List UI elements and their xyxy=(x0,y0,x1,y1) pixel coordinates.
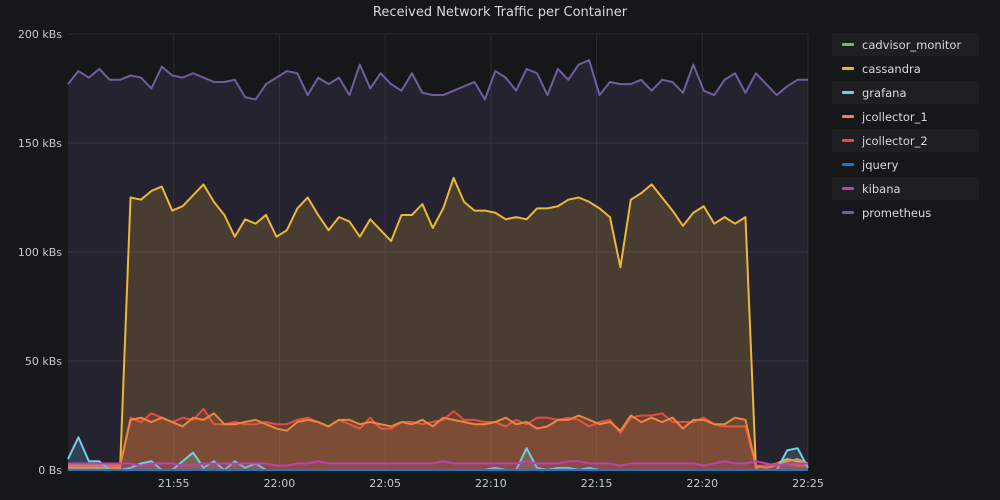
series-area-prometheus xyxy=(68,60,808,470)
legend-item-jquery[interactable]: jquery xyxy=(832,153,979,176)
y-tick-label: 0 Bs xyxy=(38,464,62,477)
legend-item-jcollector-1[interactable]: jcollector_1 xyxy=(832,105,979,128)
legend-swatch xyxy=(842,187,854,190)
y-tick-label: 50 kBs xyxy=(25,355,62,368)
legend-item-cadvisor-monitor[interactable]: cadvisor_monitor xyxy=(832,33,979,56)
legend-swatch xyxy=(842,67,854,70)
legend-label: kibana xyxy=(862,181,901,196)
x-tick-label: 22:15 xyxy=(581,477,613,490)
x-tick-label: 22:25 xyxy=(792,477,824,490)
x-tick-label: 22:05 xyxy=(369,477,401,490)
legend-label: cadvisor_monitor xyxy=(862,37,962,52)
y-tick-label: 200 kBs xyxy=(18,28,62,41)
y-tick-label: 150 kBs xyxy=(18,137,62,150)
legend-label: jcollector_2 xyxy=(862,133,928,148)
legend-item-grafana[interactable]: grafana xyxy=(832,81,979,104)
legend-swatch xyxy=(842,211,854,214)
series-area-grafana xyxy=(68,437,808,470)
legend-label: jcollector_1 xyxy=(862,109,928,124)
legend-swatch xyxy=(842,163,854,166)
y-tick-label: 100 kBs xyxy=(18,246,62,259)
legend-swatch xyxy=(842,43,854,46)
legend-item-kibana[interactable]: kibana xyxy=(832,177,979,200)
x-tick-label: 22:10 xyxy=(475,477,507,490)
legend-swatch xyxy=(842,91,854,94)
series-line-prometheus[interactable] xyxy=(67,59,808,101)
x-tick-label: 22:00 xyxy=(264,477,296,490)
series-line-jcollector-1[interactable] xyxy=(68,412,809,469)
legend-item-jcollector-2[interactable]: jcollector_2 xyxy=(832,129,979,152)
legend-swatch xyxy=(842,139,854,142)
legend-swatch xyxy=(842,115,854,118)
x-tick-label: 22:20 xyxy=(686,477,718,490)
legend-item-prometheus[interactable]: prometheus xyxy=(832,201,979,224)
x-tick-label: 21:55 xyxy=(158,477,190,490)
legend-label: prometheus xyxy=(862,205,932,220)
panel-title[interactable]: Received Network Traffic per Container xyxy=(372,5,628,20)
legend-label: grafana xyxy=(862,85,907,100)
legend: cadvisor_monitor cassandra grafana jcollect… xyxy=(832,33,979,225)
legend-label: jquery xyxy=(862,157,899,172)
series-line-cassandra[interactable] xyxy=(68,176,809,469)
legend-item-cassandra[interactable]: cassandra xyxy=(832,57,979,80)
legend-label: cassandra xyxy=(862,61,921,76)
series-line-kibana[interactable] xyxy=(68,460,808,467)
